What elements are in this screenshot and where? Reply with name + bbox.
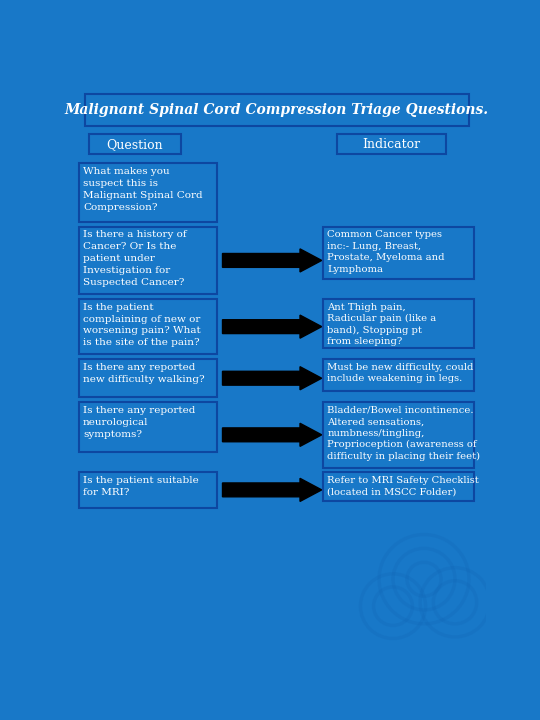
FancyArrow shape — [222, 478, 322, 501]
Text: Refer to MRI Safety Checklist
(located in MSCC Folder): Refer to MRI Safety Checklist (located i… — [327, 476, 479, 497]
Text: Indicator: Indicator — [362, 138, 421, 150]
FancyArrow shape — [222, 249, 322, 272]
Text: Is there any reported
neurological
symptoms?: Is there any reported neurological sympt… — [83, 406, 195, 438]
FancyBboxPatch shape — [85, 94, 469, 127]
Text: Question: Question — [106, 138, 163, 150]
Text: Bladder/Bowel incontinence.
Altered sensations,
numbness/tingling,
Proprioceptio: Bladder/Bowel incontinence. Altered sens… — [327, 406, 480, 461]
Text: Is the patient suitable
for MRI?: Is the patient suitable for MRI? — [83, 476, 199, 497]
Text: Is there a history of
Cancer? Or Is the
patient under
Investigation for
Suspecte: Is there a history of Cancer? Or Is the … — [83, 230, 187, 287]
FancyBboxPatch shape — [323, 227, 474, 279]
FancyBboxPatch shape — [323, 402, 474, 467]
FancyArrow shape — [222, 423, 322, 446]
FancyArrow shape — [222, 315, 322, 338]
Text: Must be new difficulty, could
include weakening in legs.: Must be new difficulty, could include we… — [327, 363, 474, 383]
FancyBboxPatch shape — [337, 134, 445, 154]
Text: Ant Thigh pain,
Radicular pain (like a
band), Stopping pt
from sleeping?: Ant Thigh pain, Radicular pain (like a b… — [327, 303, 436, 346]
Text: Is there any reported
new difficulty walking?: Is there any reported new difficulty wal… — [83, 363, 205, 384]
FancyBboxPatch shape — [79, 227, 217, 294]
Text: Common Cancer types
inc:- Lung, Breast,
Prostate, Myeloma and
Lymphoma: Common Cancer types inc:- Lung, Breast, … — [327, 230, 444, 274]
FancyBboxPatch shape — [323, 472, 474, 501]
FancyBboxPatch shape — [323, 299, 474, 348]
Text: Malignant Spinal Cord Compression Triage Questions.: Malignant Spinal Cord Compression Triage… — [65, 103, 489, 117]
Text: Is the patient
complaining of new or
worsening pain? What
is the site of the pai: Is the patient complaining of new or wor… — [83, 303, 201, 347]
FancyBboxPatch shape — [79, 299, 217, 354]
FancyBboxPatch shape — [79, 163, 217, 222]
FancyArrow shape — [222, 366, 322, 390]
FancyBboxPatch shape — [79, 472, 217, 508]
FancyBboxPatch shape — [79, 359, 217, 397]
Text: What makes you
suspect this is
Malignant Spinal Cord
Compression?: What makes you suspect this is Malignant… — [83, 167, 202, 212]
FancyBboxPatch shape — [79, 402, 217, 452]
FancyBboxPatch shape — [323, 359, 474, 391]
FancyBboxPatch shape — [89, 134, 181, 154]
